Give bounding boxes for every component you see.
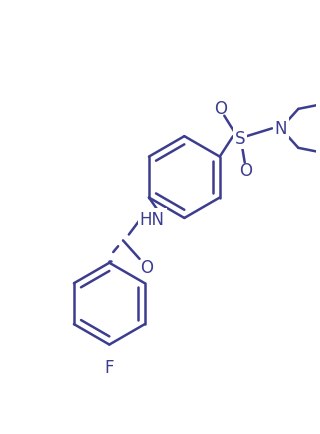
- Text: S: S: [235, 130, 245, 148]
- Text: O: O: [140, 258, 153, 276]
- Text: F: F: [105, 358, 114, 376]
- Text: HN: HN: [140, 210, 165, 228]
- Text: O: O: [239, 162, 252, 180]
- Text: O: O: [214, 100, 227, 118]
- Text: N: N: [275, 120, 287, 138]
